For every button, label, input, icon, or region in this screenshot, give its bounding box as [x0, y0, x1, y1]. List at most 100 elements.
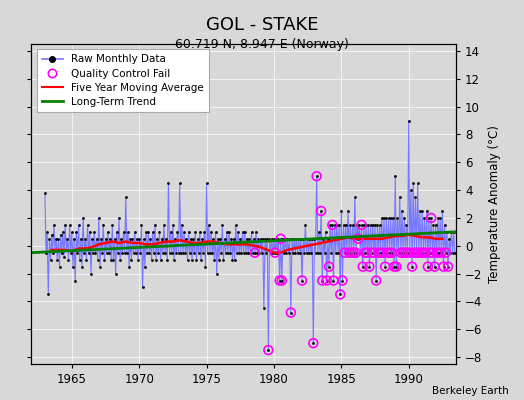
- Point: [228, 256, 237, 263]
- Point: [255, 250, 264, 256]
- Point: [139, 236, 148, 242]
- Point: [317, 208, 325, 214]
- Point: [159, 250, 167, 256]
- Point: [216, 236, 224, 242]
- Point: [297, 236, 305, 242]
- Point: [77, 236, 85, 242]
- Point: [233, 250, 241, 256]
- Point: [307, 250, 315, 256]
- Point: [88, 236, 96, 242]
- Point: [54, 236, 62, 242]
- Point: [446, 250, 454, 256]
- Point: [261, 236, 269, 242]
- Point: [123, 250, 131, 256]
- Point: [390, 264, 398, 270]
- Point: [248, 250, 257, 256]
- Point: [287, 309, 295, 316]
- Point: [126, 236, 135, 242]
- Point: [365, 264, 374, 270]
- Point: [350, 250, 358, 256]
- Point: [332, 250, 340, 256]
- Point: [299, 236, 308, 242]
- Point: [367, 250, 376, 256]
- Point: [391, 173, 399, 179]
- Point: [256, 236, 265, 242]
- Point: [364, 222, 373, 228]
- Point: [153, 236, 161, 242]
- Point: [260, 305, 268, 312]
- Point: [409, 180, 418, 186]
- Point: [408, 264, 416, 270]
- Point: [268, 236, 276, 242]
- Point: [361, 250, 369, 256]
- Point: [367, 250, 376, 256]
- Point: [426, 250, 434, 256]
- Point: [90, 229, 99, 235]
- Point: [206, 250, 214, 256]
- Point: [392, 264, 400, 270]
- Point: [345, 250, 353, 256]
- Point: [370, 250, 378, 256]
- Point: [394, 215, 402, 221]
- Point: [167, 229, 175, 235]
- Point: [421, 250, 430, 256]
- Point: [392, 264, 400, 270]
- Point: [337, 208, 345, 214]
- Point: [417, 250, 425, 256]
- Point: [312, 173, 321, 179]
- Point: [172, 250, 180, 256]
- Point: [430, 264, 439, 270]
- Point: [163, 256, 171, 263]
- Point: [372, 277, 380, 284]
- Point: [428, 250, 436, 256]
- Point: [317, 208, 325, 214]
- Point: [162, 236, 170, 242]
- Point: [193, 236, 202, 242]
- Point: [406, 250, 414, 256]
- Text: 60.719 N, 8.947 E (Norway): 60.719 N, 8.947 E (Norway): [175, 38, 349, 51]
- Point: [178, 222, 186, 228]
- Point: [423, 264, 432, 270]
- Point: [370, 250, 378, 256]
- Point: [99, 222, 107, 228]
- Point: [324, 236, 332, 242]
- Point: [365, 264, 374, 270]
- Point: [379, 250, 387, 256]
- Legend: Raw Monthly Data, Quality Control Fail, Five Year Moving Average, Long-Term Tren: Raw Monthly Data, Quality Control Fail, …: [37, 49, 209, 112]
- Point: [407, 187, 415, 193]
- Point: [417, 250, 425, 256]
- Point: [376, 250, 385, 256]
- Point: [116, 256, 124, 263]
- Point: [150, 250, 158, 256]
- Point: [135, 236, 144, 242]
- Point: [98, 250, 106, 256]
- Point: [380, 215, 388, 221]
- Point: [359, 222, 368, 228]
- Point: [327, 250, 335, 256]
- Point: [352, 250, 360, 256]
- Point: [272, 236, 280, 242]
- Point: [339, 277, 347, 284]
- Point: [253, 250, 261, 256]
- Point: [79, 215, 88, 221]
- Point: [199, 250, 208, 256]
- Point: [323, 277, 331, 284]
- Point: [273, 250, 281, 256]
- Point: [108, 222, 116, 228]
- Point: [145, 250, 154, 256]
- Point: [208, 250, 216, 256]
- Point: [201, 264, 210, 270]
- Point: [439, 264, 447, 270]
- Point: [311, 250, 320, 256]
- Point: [264, 347, 272, 353]
- Point: [197, 256, 205, 263]
- Point: [219, 256, 227, 263]
- Point: [350, 250, 358, 256]
- Point: [122, 194, 130, 200]
- Point: [213, 270, 221, 277]
- Point: [247, 229, 256, 235]
- Point: [363, 250, 372, 256]
- Point: [395, 250, 403, 256]
- Point: [278, 277, 286, 284]
- Point: [276, 277, 284, 284]
